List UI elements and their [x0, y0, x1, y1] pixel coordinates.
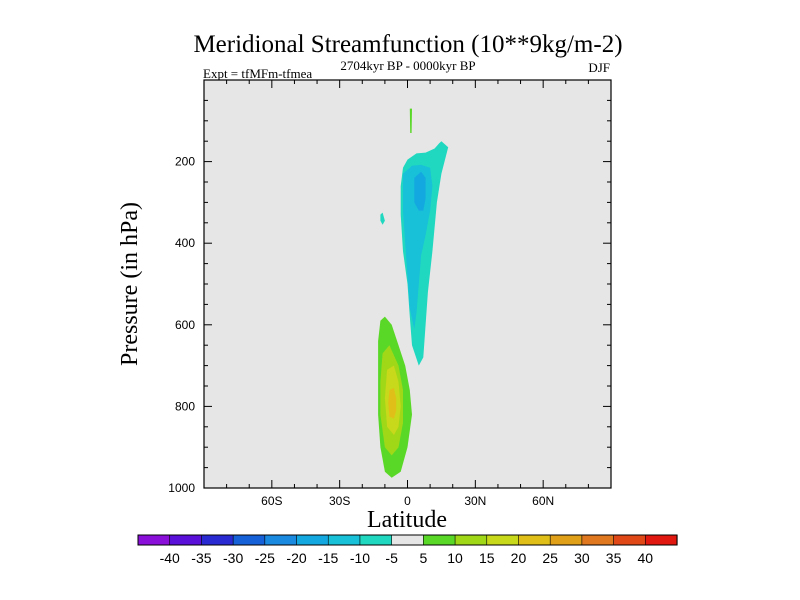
y-tick-label: 800	[175, 399, 195, 413]
colorbar-swatch	[518, 534, 551, 546]
colorbar-label: 10	[447, 550, 463, 566]
y-axis: 200 400 600 800 1000	[168, 99, 611, 495]
contour-stratosphere-streak	[409, 108, 412, 133]
colorbar-swatch	[232, 534, 266, 546]
chart-title: Meridional Streamfunction (10**9kg/m-2)	[193, 31, 622, 58]
x-axis-label: Latitude	[367, 507, 447, 533]
colorbar-label: -25	[255, 550, 275, 566]
colorbar-swatch	[327, 534, 361, 546]
y-tick-label: 600	[175, 318, 195, 332]
contour-regions	[378, 108, 449, 478]
colorbar-label: 5	[419, 550, 427, 566]
contour-negative-cell-core	[414, 171, 426, 211]
x-tick-label: 30S	[329, 494, 350, 508]
colorbar-swatch	[391, 534, 424, 546]
colorbar-swatch	[264, 534, 298, 546]
x-axis: 60S 30S 0 30N 60N	[203, 80, 612, 508]
colorbar-label: -30	[223, 550, 243, 566]
time-range-label: 2704kyr BP - 0000kyr BP	[340, 58, 475, 73]
colorbar-label: 20	[511, 550, 527, 566]
colorbar-swatch	[549, 534, 583, 546]
colorbar-label: -40	[160, 550, 180, 566]
colorbar-label: 30	[574, 550, 590, 566]
colorbar-swatch	[296, 534, 329, 546]
colorbar: -40 -35 -30 -25 -20 -15 -10 -5 5 10 15 20 25 30 35 40	[137, 534, 678, 566]
colorbar-label: 25	[542, 550, 558, 566]
y-axis-label: Pressure (in hPa)	[117, 202, 143, 366]
contour-isolated-negative-patch	[380, 212, 385, 225]
colorbar-swatch	[137, 534, 171, 546]
colorbar-swatch	[423, 534, 456, 546]
colorbar-label: -5	[385, 550, 398, 566]
colorbar-swatch	[581, 534, 615, 546]
colorbar-frame	[137, 534, 678, 546]
colorbar-label: 40	[638, 550, 654, 566]
y-tick-label: 400	[175, 236, 195, 250]
x-tick-label: 60N	[532, 494, 554, 508]
colorbar-swatch	[644, 534, 678, 546]
colorbar-label: -10	[350, 550, 370, 566]
colorbar-swatch	[359, 534, 393, 546]
colorbar-label: -20	[286, 550, 306, 566]
season-label: DJF	[588, 60, 610, 75]
y-tick-label: 1000	[168, 481, 195, 495]
y-tick-label: 200	[175, 155, 195, 169]
colorbar-label: -35	[191, 550, 211, 566]
colorbar-label: 35	[606, 550, 622, 566]
x-tick-label: 0	[404, 494, 411, 508]
x-tick-label: 60S	[261, 494, 282, 508]
experiment-label: Expt = tfMFm-tfmea	[203, 66, 312, 81]
colorbar-label: -15	[318, 550, 338, 566]
colorbar-swatch	[454, 534, 488, 546]
x-tick-label: 30N	[464, 494, 486, 508]
contour-positive-cell-core	[388, 388, 397, 419]
colorbar-swatch	[169, 534, 203, 546]
colorbar-swatch	[201, 534, 234, 546]
colorbar-swatch	[486, 534, 520, 546]
colorbar-label: 15	[479, 550, 495, 566]
colorbar-swatch	[613, 534, 646, 546]
contour-negative-cell-middle	[403, 164, 433, 329]
